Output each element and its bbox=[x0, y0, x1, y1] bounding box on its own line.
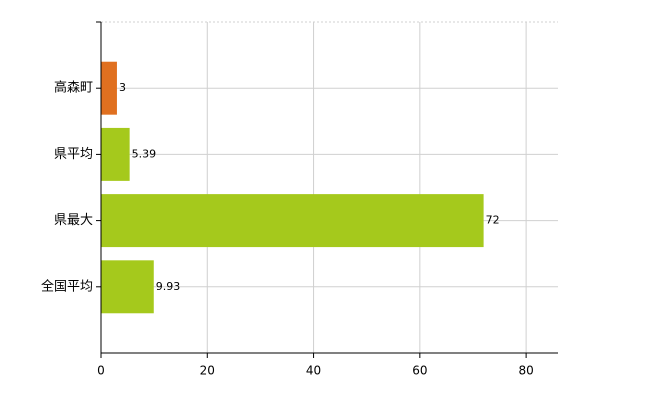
y-tick-label: 県最大 bbox=[54, 213, 93, 228]
bar bbox=[101, 61, 117, 115]
value-label: 72 bbox=[486, 214, 500, 227]
x-tick-label: 80 bbox=[518, 364, 533, 378]
x-tick-label: 60 bbox=[412, 364, 427, 378]
x-tick-label: 20 bbox=[200, 364, 215, 378]
bar bbox=[101, 260, 154, 314]
value-label: 3 bbox=[119, 81, 126, 94]
value-label: 9.93 bbox=[156, 280, 181, 293]
y-tick-label: 高森町 bbox=[54, 80, 93, 96]
x-tick-label: 40 bbox=[306, 364, 321, 378]
x-tick-label: 0 bbox=[97, 364, 105, 378]
value-label: 5.39 bbox=[132, 147, 157, 160]
bar bbox=[101, 127, 130, 181]
y-tick-label: 県平均 bbox=[54, 147, 93, 162]
bar bbox=[101, 194, 484, 248]
y-tick-label: 全国平均 bbox=[41, 278, 93, 294]
